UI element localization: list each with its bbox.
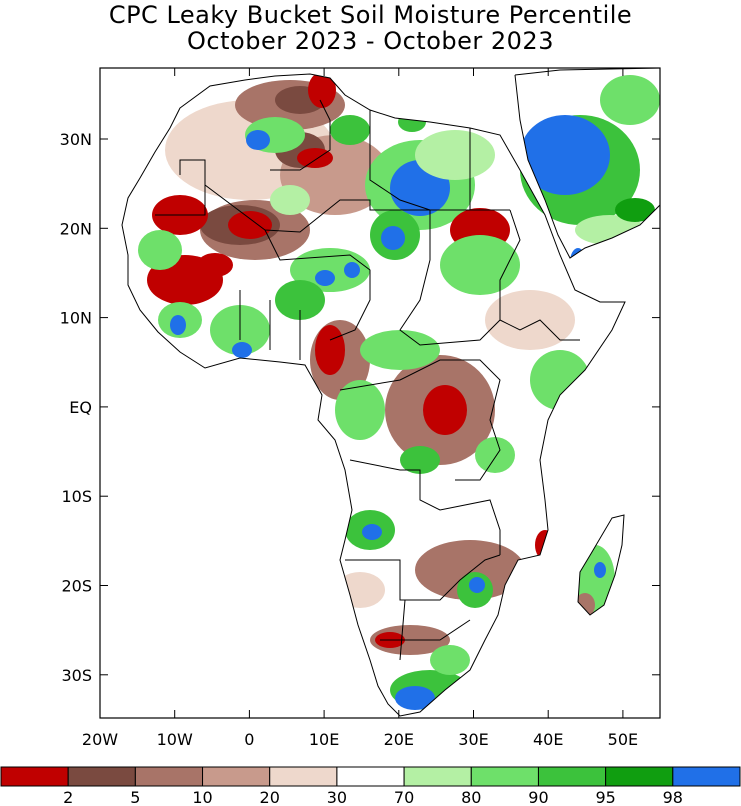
- colorbar-label: 95: [595, 788, 615, 806]
- colorbar-swatch: [470, 766, 539, 787]
- colorbar-swatch: [403, 766, 472, 787]
- colorbar-swatch: [134, 766, 204, 787]
- colorbar-label: 5: [130, 788, 140, 806]
- lat-label: 30N: [60, 130, 92, 149]
- colorbar-label: 70: [394, 788, 414, 806]
- colorbar: 2 5 10 20 30 70 80 90 95 98: [0, 766, 741, 806]
- lat-label: 30S: [61, 666, 92, 685]
- lon-label: 10W: [157, 730, 193, 749]
- colorbar-swatch: [537, 766, 607, 787]
- lat-label: 20S: [61, 577, 92, 596]
- colorbar-swatch: [202, 766, 271, 787]
- latitude-axis: 30N 20N 10N EQ 10S 20S 30S: [60, 130, 660, 685]
- lon-label: 0: [244, 730, 254, 749]
- colorbar-label: 90: [528, 788, 548, 806]
- lat-label: 20N: [60, 219, 92, 238]
- lon-label: 10E: [309, 730, 339, 749]
- lon-label: 50E: [608, 730, 638, 749]
- lon-label: 20E: [384, 730, 414, 749]
- map-frame: [99, 67, 661, 719]
- colorbar-label: 20: [260, 788, 280, 806]
- colorbar-label: 30: [327, 788, 347, 806]
- colorbar-swatch: [269, 766, 338, 787]
- colorbar-swatch: [67, 766, 136, 787]
- colorbar-swatch: [672, 766, 741, 787]
- colorbar-label: 2: [63, 788, 73, 806]
- lat-label: 10S: [61, 487, 92, 506]
- colorbar-swatch: [0, 766, 69, 787]
- coastlines-borders: [121, 68, 660, 717]
- lat-label: 10N: [60, 309, 92, 328]
- longitude-axis: 20W 10W 0 10E 20E 30E 40E 50E: [82, 68, 638, 749]
- lon-label: 40E: [533, 730, 563, 749]
- lat-label: EQ: [69, 398, 92, 417]
- map-title-line1: CPC Leaky Bucket Soil Moisture Percentil…: [108, 1, 633, 29]
- lon-label: 20W: [82, 730, 118, 749]
- lon-label: 30E: [458, 730, 488, 749]
- colorbar-swatch: [336, 766, 405, 787]
- colorbar-label: 10: [192, 788, 212, 806]
- map-title-line2: October 2023 - October 2023: [187, 27, 554, 55]
- colorbar-label: 80: [461, 788, 481, 806]
- colorbar-swatch: [605, 766, 674, 787]
- colorbar-label: 98: [663, 788, 683, 806]
